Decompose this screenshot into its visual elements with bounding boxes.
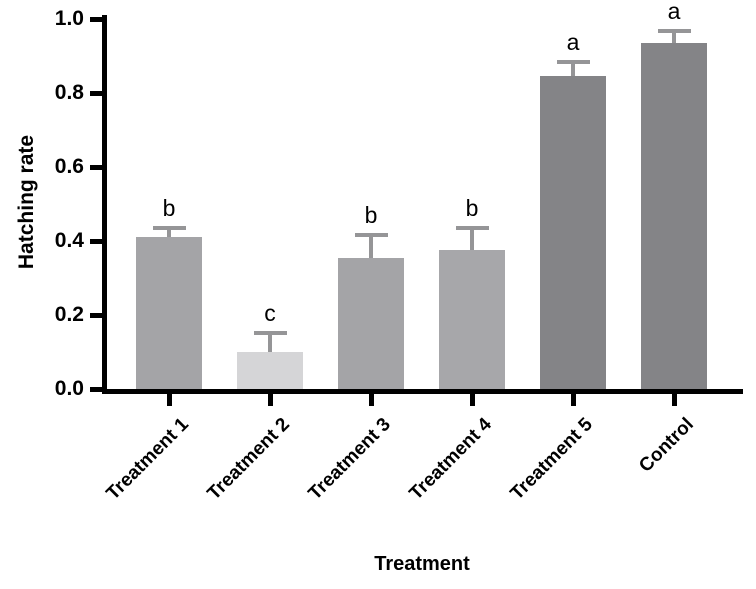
bar bbox=[338, 257, 404, 389]
error-bar bbox=[571, 61, 575, 77]
error-bar-cap bbox=[455, 226, 489, 231]
significance-letter: a bbox=[566, 28, 580, 55]
significance-letter: b bbox=[364, 202, 378, 229]
error-bar-cap bbox=[657, 28, 691, 33]
y-axis-tick bbox=[90, 238, 102, 244]
y-tick-label: 0.2 bbox=[54, 303, 84, 326]
x-axis-line bbox=[102, 389, 743, 394]
x-axis-tick bbox=[267, 394, 273, 406]
x-axis-tick bbox=[671, 394, 677, 406]
y-axis-tick bbox=[90, 312, 102, 318]
y-axis-tick bbox=[90, 386, 102, 392]
bar bbox=[136, 237, 202, 389]
significance-letter: a bbox=[667, 0, 681, 24]
y-tick-label: 0.6 bbox=[54, 155, 84, 178]
x-axis-title: Treatment bbox=[374, 553, 470, 575]
error-bar bbox=[369, 235, 373, 258]
y-axis-tick bbox=[90, 16, 102, 22]
error-bar-cap bbox=[152, 226, 186, 231]
bar bbox=[237, 352, 303, 389]
y-tick-label: 0.4 bbox=[54, 229, 84, 252]
error-bar bbox=[268, 332, 272, 352]
bar bbox=[439, 250, 505, 389]
error-bar-cap bbox=[354, 233, 388, 238]
bar bbox=[641, 43, 707, 389]
error-bar-cap bbox=[253, 330, 287, 335]
error-bar bbox=[470, 228, 474, 251]
x-axis-tick bbox=[368, 394, 374, 406]
significance-letter: b bbox=[162, 195, 176, 222]
error-bar bbox=[167, 228, 171, 238]
y-tick-label: 0.0 bbox=[54, 377, 84, 400]
y-tick-label: 1.0 bbox=[54, 7, 84, 30]
y-tick-label: 0.8 bbox=[54, 81, 84, 104]
y-axis-tick bbox=[90, 164, 102, 170]
significance-letter: c bbox=[264, 299, 276, 326]
y-axis-tick bbox=[90, 90, 102, 96]
x-axis-tick bbox=[469, 394, 475, 406]
significance-letter: b bbox=[465, 195, 479, 222]
y-axis-line bbox=[102, 15, 107, 394]
error-bar-cap bbox=[556, 59, 590, 64]
x-axis-tick bbox=[570, 394, 576, 406]
x-axis-tick bbox=[166, 394, 172, 406]
error-bar bbox=[672, 30, 676, 44]
bar bbox=[540, 76, 606, 389]
